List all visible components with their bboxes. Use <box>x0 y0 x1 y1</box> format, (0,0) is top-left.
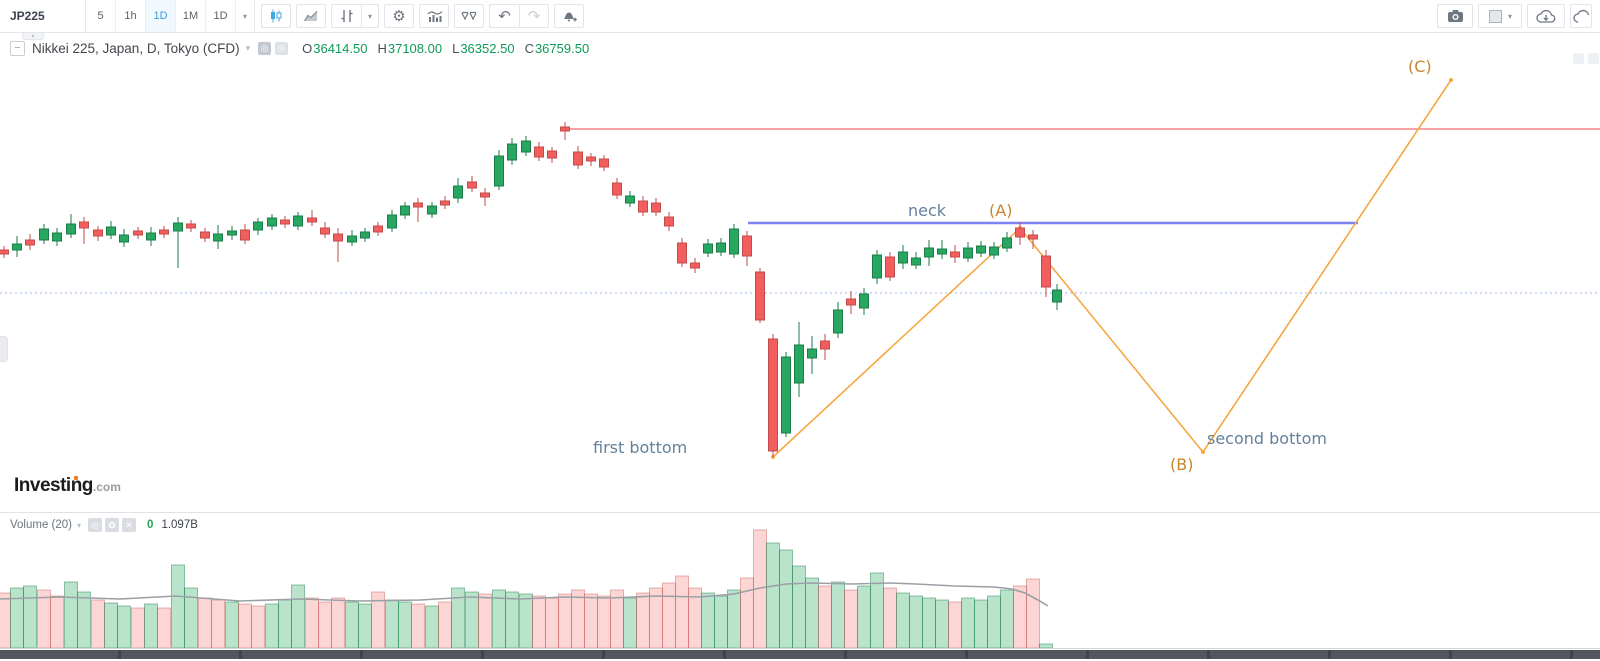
cloud-download-icon <box>1536 9 1556 24</box>
point-c-label: (C) <box>1408 57 1432 76</box>
compare-scales-button[interactable] <box>454 4 484 28</box>
chevron-down-icon: ▾ <box>367 11 372 21</box>
interval-dropdown-caret[interactable]: ▾ <box>236 0 255 32</box>
symbol-input[interactable]: JP225 <box>0 0 86 32</box>
second-bottom-label: second bottom <box>1207 429 1328 448</box>
volume-legend: Volume (20) ▾ ◎ ✿ ✕ 0 1.097B <box>10 518 198 532</box>
volume-settings-icon[interactable]: ✿ <box>105 518 120 532</box>
low-value: 36352.50 <box>460 41 515 56</box>
chevron-down-icon[interactable]: ▾ <box>77 520 82 530</box>
price-chart-canvas[interactable] <box>0 32 1600 661</box>
high-label: H <box>377 41 387 56</box>
interval-1h[interactable]: 1h <box>116 0 146 32</box>
caret-up-icon: ▴ <box>31 32 35 39</box>
volume-zero-value: 0 <box>147 519 154 531</box>
undo-button[interactable]: ↶ <box>489 4 519 28</box>
investing-logo: Investing.com <box>14 475 121 497</box>
scales-icon <box>460 8 478 24</box>
gear-icon: ⚙ <box>392 7 406 25</box>
interval-1d-custom[interactable]: 1D <box>206 0 236 32</box>
load-chart-button[interactable] <box>1527 4 1565 28</box>
watermark-square <box>1573 53 1584 64</box>
layout-button[interactable]: ▾ <box>1478 4 1522 28</box>
alert-bell-icon <box>561 8 577 24</box>
chevron-down-icon[interactable]: ▾ <box>245 43 251 53</box>
redo-button[interactable]: ↷ <box>519 4 549 28</box>
compare-symbol-button[interactable] <box>331 4 361 28</box>
alert-button[interactable] <box>554 4 584 28</box>
area-chart-icon <box>303 8 319 24</box>
instrument-title[interactable]: Nikkei 225, Japan, D, Tokyo (CFD) <box>32 41 240 56</box>
candlestick-chart-icon <box>268 8 284 24</box>
cloud-save-icon <box>1573 9 1589 24</box>
volume-indicator-title[interactable]: Volume (20) <box>10 519 73 531</box>
ohlc-readout: O 36414.50 H 37108.00 L 36352.50 C 36759… <box>302 41 599 56</box>
volume-current-value: 1.097B <box>161 519 198 531</box>
axis-divider <box>0 648 1600 649</box>
close-value: 36759.50 <box>534 41 590 56</box>
legend-eye-icon[interactable]: ◎ <box>258 42 272 55</box>
minus-icon: − <box>14 42 21 54</box>
camera-icon <box>1447 9 1464 23</box>
interval-1d[interactable]: 1D <box>146 0 176 32</box>
indicators-icon <box>426 8 443 24</box>
indicators-button[interactable] <box>419 4 449 28</box>
logo-brand-text: Investing <box>14 475 93 496</box>
chart-type-candles-button[interactable] <box>261 4 291 28</box>
interval-5m[interactable]: 5 <box>86 0 116 32</box>
chart-type-area-button[interactable] <box>296 4 326 28</box>
interval-group: 5 1h 1D 1M 1D ▾ <box>86 0 255 32</box>
point-a-label: (A) <box>989 201 1013 220</box>
toolbar-collapse-handle[interactable]: ▴ <box>22 32 44 40</box>
compare-dropdown-caret[interactable]: ▾ <box>361 4 379 28</box>
open-value: 36414.50 <box>313 41 368 56</box>
legend-settings-icon[interactable]: ◎ <box>275 42 289 55</box>
legend-collapse-button[interactable]: − <box>10 41 25 56</box>
volume-close-icon[interactable]: ✕ <box>122 518 137 532</box>
logo-orange-dot <box>74 476 78 480</box>
first-bottom-label: first bottom <box>593 438 688 457</box>
redo-icon: ↷ <box>527 7 541 25</box>
compare-bars-icon <box>339 8 355 24</box>
interval-1m[interactable]: 1M <box>176 0 206 32</box>
volume-eye-icon[interactable]: ◎ <box>88 518 103 532</box>
undo-icon: ↶ <box>498 7 511 25</box>
neck-label: neck <box>908 201 947 220</box>
low-label: L <box>452 41 460 56</box>
chevron-down-icon: ▾ <box>1507 11 1512 21</box>
open-label: O <box>302 41 313 56</box>
top-toolbar: JP225 5 1h 1D 1M 1D ▾ <box>0 0 1600 33</box>
snapshot-button[interactable] <box>1437 4 1473 28</box>
point-b-label: (B) <box>1170 455 1194 474</box>
symbol-label: JP225 <box>10 9 45 23</box>
high-value: 37108.00 <box>387 41 443 56</box>
watermark-square <box>1588 53 1599 64</box>
layout-icon <box>1488 9 1503 24</box>
chart-legend: − Nikkei 225, Japan, D, Tokyo (CFD) ▾ ◎ … <box>10 41 599 56</box>
save-chart-button[interactable] <box>1570 4 1592 28</box>
panel-divider[interactable] <box>0 512 1600 513</box>
drawing-toolbar-handle[interactable] <box>0 336 8 362</box>
close-label: C <box>524 41 534 56</box>
time-scrollbar[interactable] <box>0 650 1600 659</box>
logo-suffix-text: .com <box>92 480 121 494</box>
settings-button[interactable]: ⚙ <box>384 4 414 28</box>
